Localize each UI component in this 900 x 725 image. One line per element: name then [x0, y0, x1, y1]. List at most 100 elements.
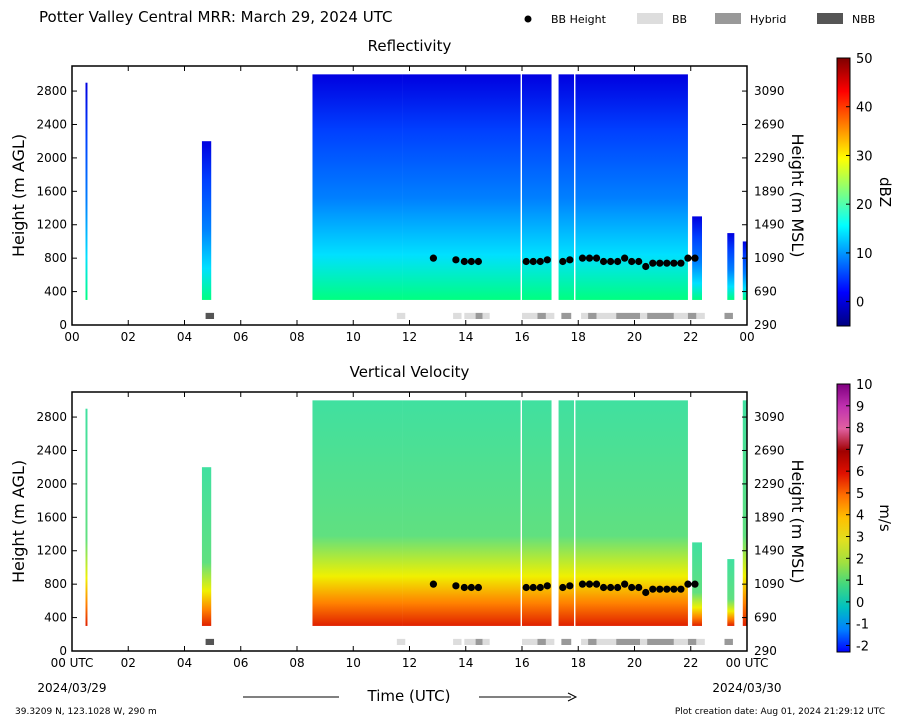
reflectivity-y2-axis-label: Height (m MSL)	[788, 133, 807, 257]
x-tick-label: 16	[514, 330, 529, 344]
x-tick-label: 22	[683, 330, 698, 344]
bb-height-point	[642, 588, 650, 597]
bb-class-bb-block	[596, 312, 617, 319]
x-tick-label: 02	[121, 656, 136, 670]
y2-tick-label: 1890	[754, 510, 785, 524]
colorbar-tick-label: 10	[856, 247, 873, 262]
y-tick-label: 0	[59, 318, 67, 332]
bb-height-point	[691, 580, 699, 588]
bb-height-point	[677, 585, 685, 593]
bb-class-hybrid-block	[647, 312, 674, 319]
y2-tick-label: 1490	[754, 218, 785, 232]
y-tick-label: 2000	[36, 477, 67, 491]
bb-height-point	[529, 583, 537, 592]
bb-class-hybrid-block	[616, 638, 641, 645]
reflectivity-echo-region	[522, 74, 552, 300]
bb-height-point	[649, 259, 657, 267]
bb-class-bb-block	[396, 638, 406, 645]
bb-height-point	[614, 583, 622, 592]
bb-class-bb-block	[396, 312, 406, 319]
colorbar-tick-label: -2	[856, 639, 869, 654]
y-tick-label: 2400	[36, 117, 67, 131]
bb-class-bb-block	[453, 638, 462, 645]
bb-height-point	[429, 580, 438, 588]
x-tick-label: 18	[571, 656, 586, 670]
y-tick-label: 1200	[36, 544, 67, 558]
velocity-echo-region	[558, 400, 575, 626]
bb-class-bb-block	[545, 638, 555, 645]
colorbar-tick-label: 1	[856, 574, 864, 589]
x-tick-label: 10	[346, 330, 361, 344]
bb-class-hybrid-block	[724, 312, 733, 319]
velocity-colorbar-label: m/s	[876, 504, 894, 532]
reflectivity-echo-region	[742, 241, 747, 300]
bb-class-bb-block	[640, 312, 648, 319]
velocity-echo-region	[85, 408, 88, 626]
x-tick-label: 16	[514, 656, 529, 670]
bb-height-point	[642, 262, 650, 271]
x-tick-label: 06	[233, 656, 248, 670]
bb-class-bb-block	[581, 638, 589, 645]
bb-height-point	[467, 583, 475, 592]
x-tick-label: 14	[458, 656, 473, 670]
bb-height-point	[585, 580, 594, 588]
bb-height-point	[599, 257, 608, 266]
bb-class-hybrid-block	[616, 312, 641, 319]
bb-height-point	[670, 585, 678, 593]
colorbar-tick-label: 50	[856, 52, 873, 67]
bb-height-point	[429, 254, 438, 262]
bb-height-point	[559, 583, 567, 592]
y2-tick-label: 1490	[754, 544, 785, 558]
bb-class-hybrid-block	[647, 638, 674, 645]
colorbar-tick-label: 6	[856, 465, 864, 480]
legend-hybrid-swatch	[715, 13, 741, 24]
bb-height-point	[592, 580, 601, 588]
x-tick-label: 18	[571, 330, 586, 344]
velocity-y-axis-label: Height (m AGL)	[9, 460, 28, 583]
bb-class-hybrid-block	[588, 638, 597, 645]
bb-height-point	[628, 583, 636, 592]
y-tick-label: 0	[59, 644, 67, 658]
y-tick-label: 400	[44, 285, 67, 299]
colorbar-tick-label: 3	[856, 531, 864, 546]
y-tick-label: 400	[44, 611, 67, 625]
bb-height-point	[536, 583, 544, 592]
bb-height-point	[578, 254, 587, 262]
bb-height-point	[684, 580, 692, 588]
bb-class-bb-block	[581, 312, 589, 319]
bb-class-bb-block	[673, 312, 688, 319]
legend-label: BB	[672, 13, 687, 26]
legend-bb-swatch	[637, 13, 663, 24]
bb-height-point	[663, 585, 671, 593]
colorbar-tick-label: 8	[856, 422, 864, 437]
bb-height-point	[606, 257, 615, 266]
y2-tick-label: 690	[754, 611, 777, 625]
bb-height-point	[460, 583, 468, 592]
bb-height-point	[621, 580, 629, 588]
y-tick-label: 2800	[36, 84, 67, 98]
bb-class-bb-block	[522, 638, 538, 645]
velocity-echo-region	[201, 467, 212, 626]
bb-class-bb-block	[640, 638, 648, 645]
colorbar-tick-label: 2	[856, 552, 864, 567]
velocity-echo-region	[402, 400, 521, 626]
velocity-echo-region	[575, 400, 688, 626]
bb-height-point	[522, 583, 530, 592]
colorbar-tick-label: 40	[856, 101, 873, 116]
y-tick-label: 1600	[36, 510, 67, 524]
x-tick-label: 00	[739, 330, 754, 344]
colorbar-tick-label: 9	[856, 400, 864, 415]
bb-class-hybrid-block	[588, 312, 597, 319]
bb-height-point	[670, 259, 678, 267]
bb-height-point	[691, 254, 699, 262]
bb-class-hybrid-block	[475, 312, 483, 319]
x-tick-label: 20	[627, 330, 642, 344]
bb-height-point	[460, 257, 468, 266]
y-tick-label: 800	[44, 577, 67, 591]
bb-height-point	[566, 256, 574, 264]
date-start: 2024/03/29	[37, 681, 106, 695]
bb-height-point	[649, 585, 657, 593]
bb-height-point	[621, 254, 629, 262]
